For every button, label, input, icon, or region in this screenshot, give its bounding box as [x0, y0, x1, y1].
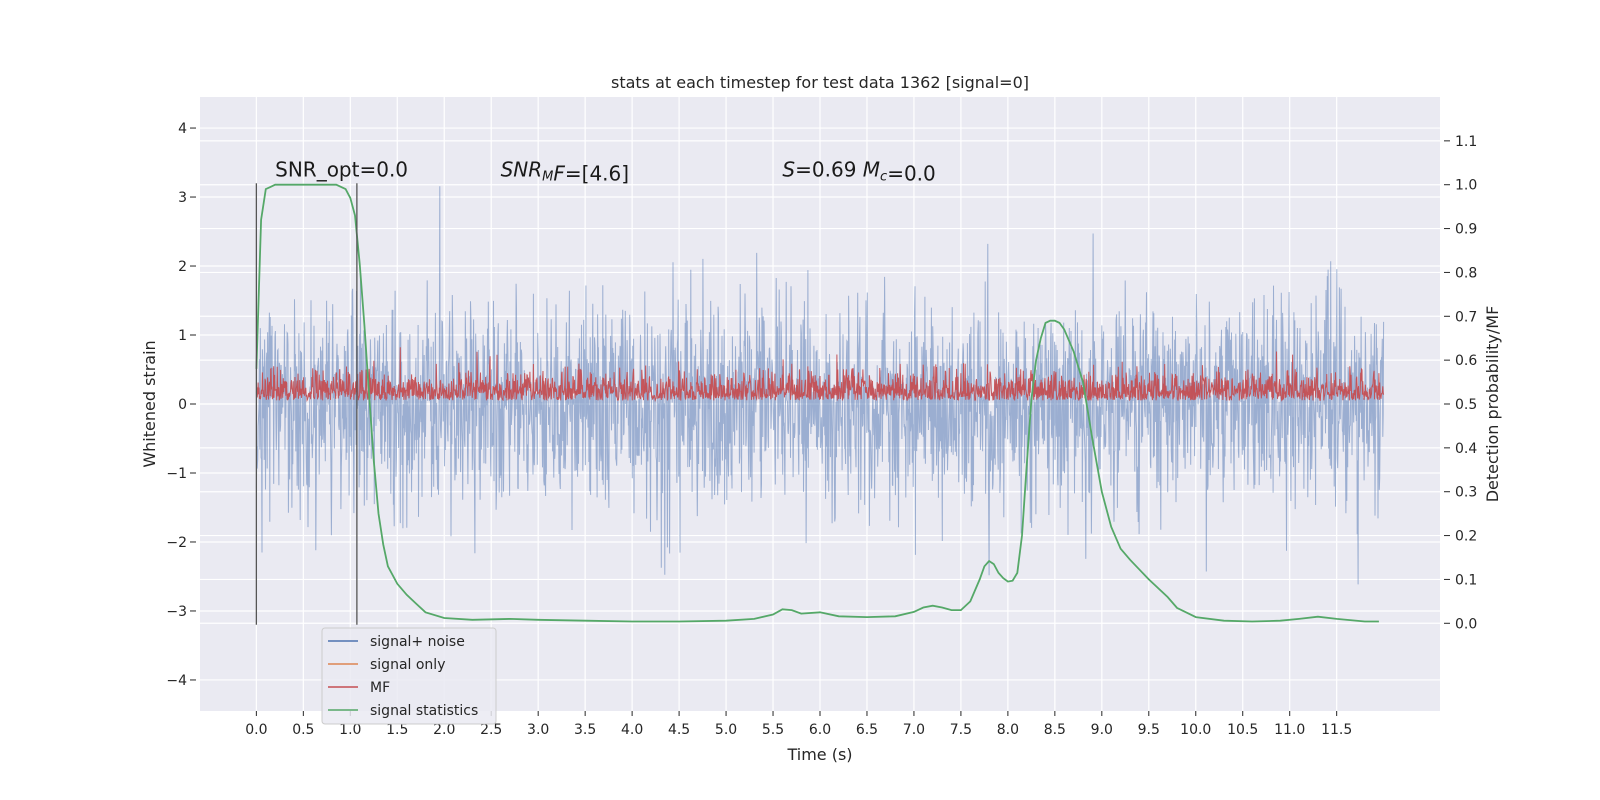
legend-label-signal-only: signal only: [370, 657, 445, 673]
y2-tick-label-7: 0.7: [1455, 309, 1477, 325]
x-tick-label-0: 0.0: [245, 722, 267, 738]
y2-tick-label-2: 0.2: [1455, 529, 1477, 545]
y2-axis-ticks: 0.0 0.1 0.2 0.3 0.4 0.5 0.6 0.7 0.8 0.9 1.0 1.1: [1444, 134, 1477, 632]
annotation-1: SNRMF=[4.6]: [501, 157, 629, 185]
series-3-line: [255, 183, 1379, 623]
x-axis-ticks: 0.0 0.5 1.0 1.5 2.0 2.5 3.0 3.5 4.0 4.5 5.0 5.5 6.0 6…: [245, 711, 1352, 738]
x-tick-label-3: 1.5: [386, 722, 408, 738]
y-tick-label-1: −3: [166, 604, 187, 620]
x-tick-label-12: 6.0: [809, 722, 831, 738]
x-tick-label-19: 9.5: [1138, 722, 1160, 738]
y2-tick-label-6: 0.6: [1455, 353, 1477, 369]
y-tick-label-5: 1: [178, 328, 187, 344]
y-axis-ticks: −4 −3 −2 −1 0 1 2 3 4: [166, 121, 196, 689]
x-tick-label-15: 7.5: [950, 722, 972, 738]
y2-tick-label-4: 0.4: [1455, 441, 1477, 457]
x-tick-label-9: 4.5: [668, 722, 690, 738]
y2-tick-label-3: 0.3: [1455, 485, 1477, 501]
x-tick-label-2: 1.0: [339, 722, 361, 738]
legend: signal+ noise signal only MF signal stat…: [321, 627, 497, 725]
x-tick-label-17: 8.5: [1044, 722, 1066, 738]
y-tick-label-2: −2: [166, 535, 187, 551]
vertical-markers: [255, 183, 358, 625]
y2-tick-label-1: 0.1: [1455, 572, 1477, 588]
x-axis-label: Time (s): [786, 745, 852, 764]
x-tick-label-11: 5.5: [762, 722, 784, 738]
y-tick-label-4: 0: [178, 397, 187, 413]
y-tick-label-6: 2: [178, 259, 187, 275]
x-tick-label-4: 2.0: [433, 722, 455, 738]
legend-label-signal-noise: signal+ noise: [370, 634, 465, 650]
legend-label-signal-statistics: signal statistics: [370, 703, 478, 719]
x-tick-label-5: 2.5: [480, 722, 502, 738]
legend-box: [321, 627, 497, 725]
y-axis-label: Whitened strain: [140, 340, 159, 467]
x-tick-label-18: 9.0: [1091, 722, 1113, 738]
annotation-2: S=0.69 Mc=0.0: [782, 157, 935, 185]
plot-area: [255, 183, 1385, 623]
y2-axis-label: Detection probability/MF: [1483, 306, 1502, 503]
y-tick-label-3: −1: [166, 466, 187, 482]
y2-tick-label-9: 0.9: [1455, 222, 1477, 238]
y-tick-label-7: 3: [178, 190, 187, 206]
x-tick-label-1: 0.5: [292, 722, 314, 738]
x-tick-label-6: 3.0: [527, 722, 549, 738]
y2-tick-label-11: 1.1: [1455, 134, 1477, 150]
annotation-0: SNR_opt=0.0: [275, 157, 408, 181]
x-tick-label-10: 5.0: [715, 722, 737, 738]
chart-title: stats at each timestep for test data 136…: [611, 73, 1029, 92]
x-tick-label-21: 10.5: [1227, 722, 1258, 738]
legend-label-mf: MF: [370, 680, 390, 696]
y2-tick-label-0: 0.0: [1455, 616, 1477, 632]
y2-tick-label-5: 0.5: [1455, 397, 1477, 413]
x-tick-label-13: 6.5: [856, 722, 878, 738]
y2-tick-label-8: 0.8: [1455, 265, 1477, 281]
x-tick-label-14: 7.0: [903, 722, 925, 738]
y-tick-label-8: 4: [178, 121, 187, 137]
series-0-trace: [255, 186, 1385, 585]
y-tick-label-0: −4: [166, 673, 187, 689]
x-tick-label-23: 11.5: [1321, 722, 1352, 738]
y2-tick-label-10: 1.0: [1455, 178, 1477, 194]
series-2-trace: [255, 347, 1385, 403]
x-tick-label-16: 8.0: [997, 722, 1019, 738]
x-tick-label-7: 3.5: [574, 722, 596, 738]
x-tick-label-20: 10.0: [1180, 722, 1211, 738]
x-tick-label-8: 4.0: [621, 722, 643, 738]
annotations: SNR_opt=0.0 SNRMF=[4.6] S=0.69 Mc=0.0: [275, 157, 936, 185]
x-tick-label-22: 11.0: [1274, 722, 1305, 738]
